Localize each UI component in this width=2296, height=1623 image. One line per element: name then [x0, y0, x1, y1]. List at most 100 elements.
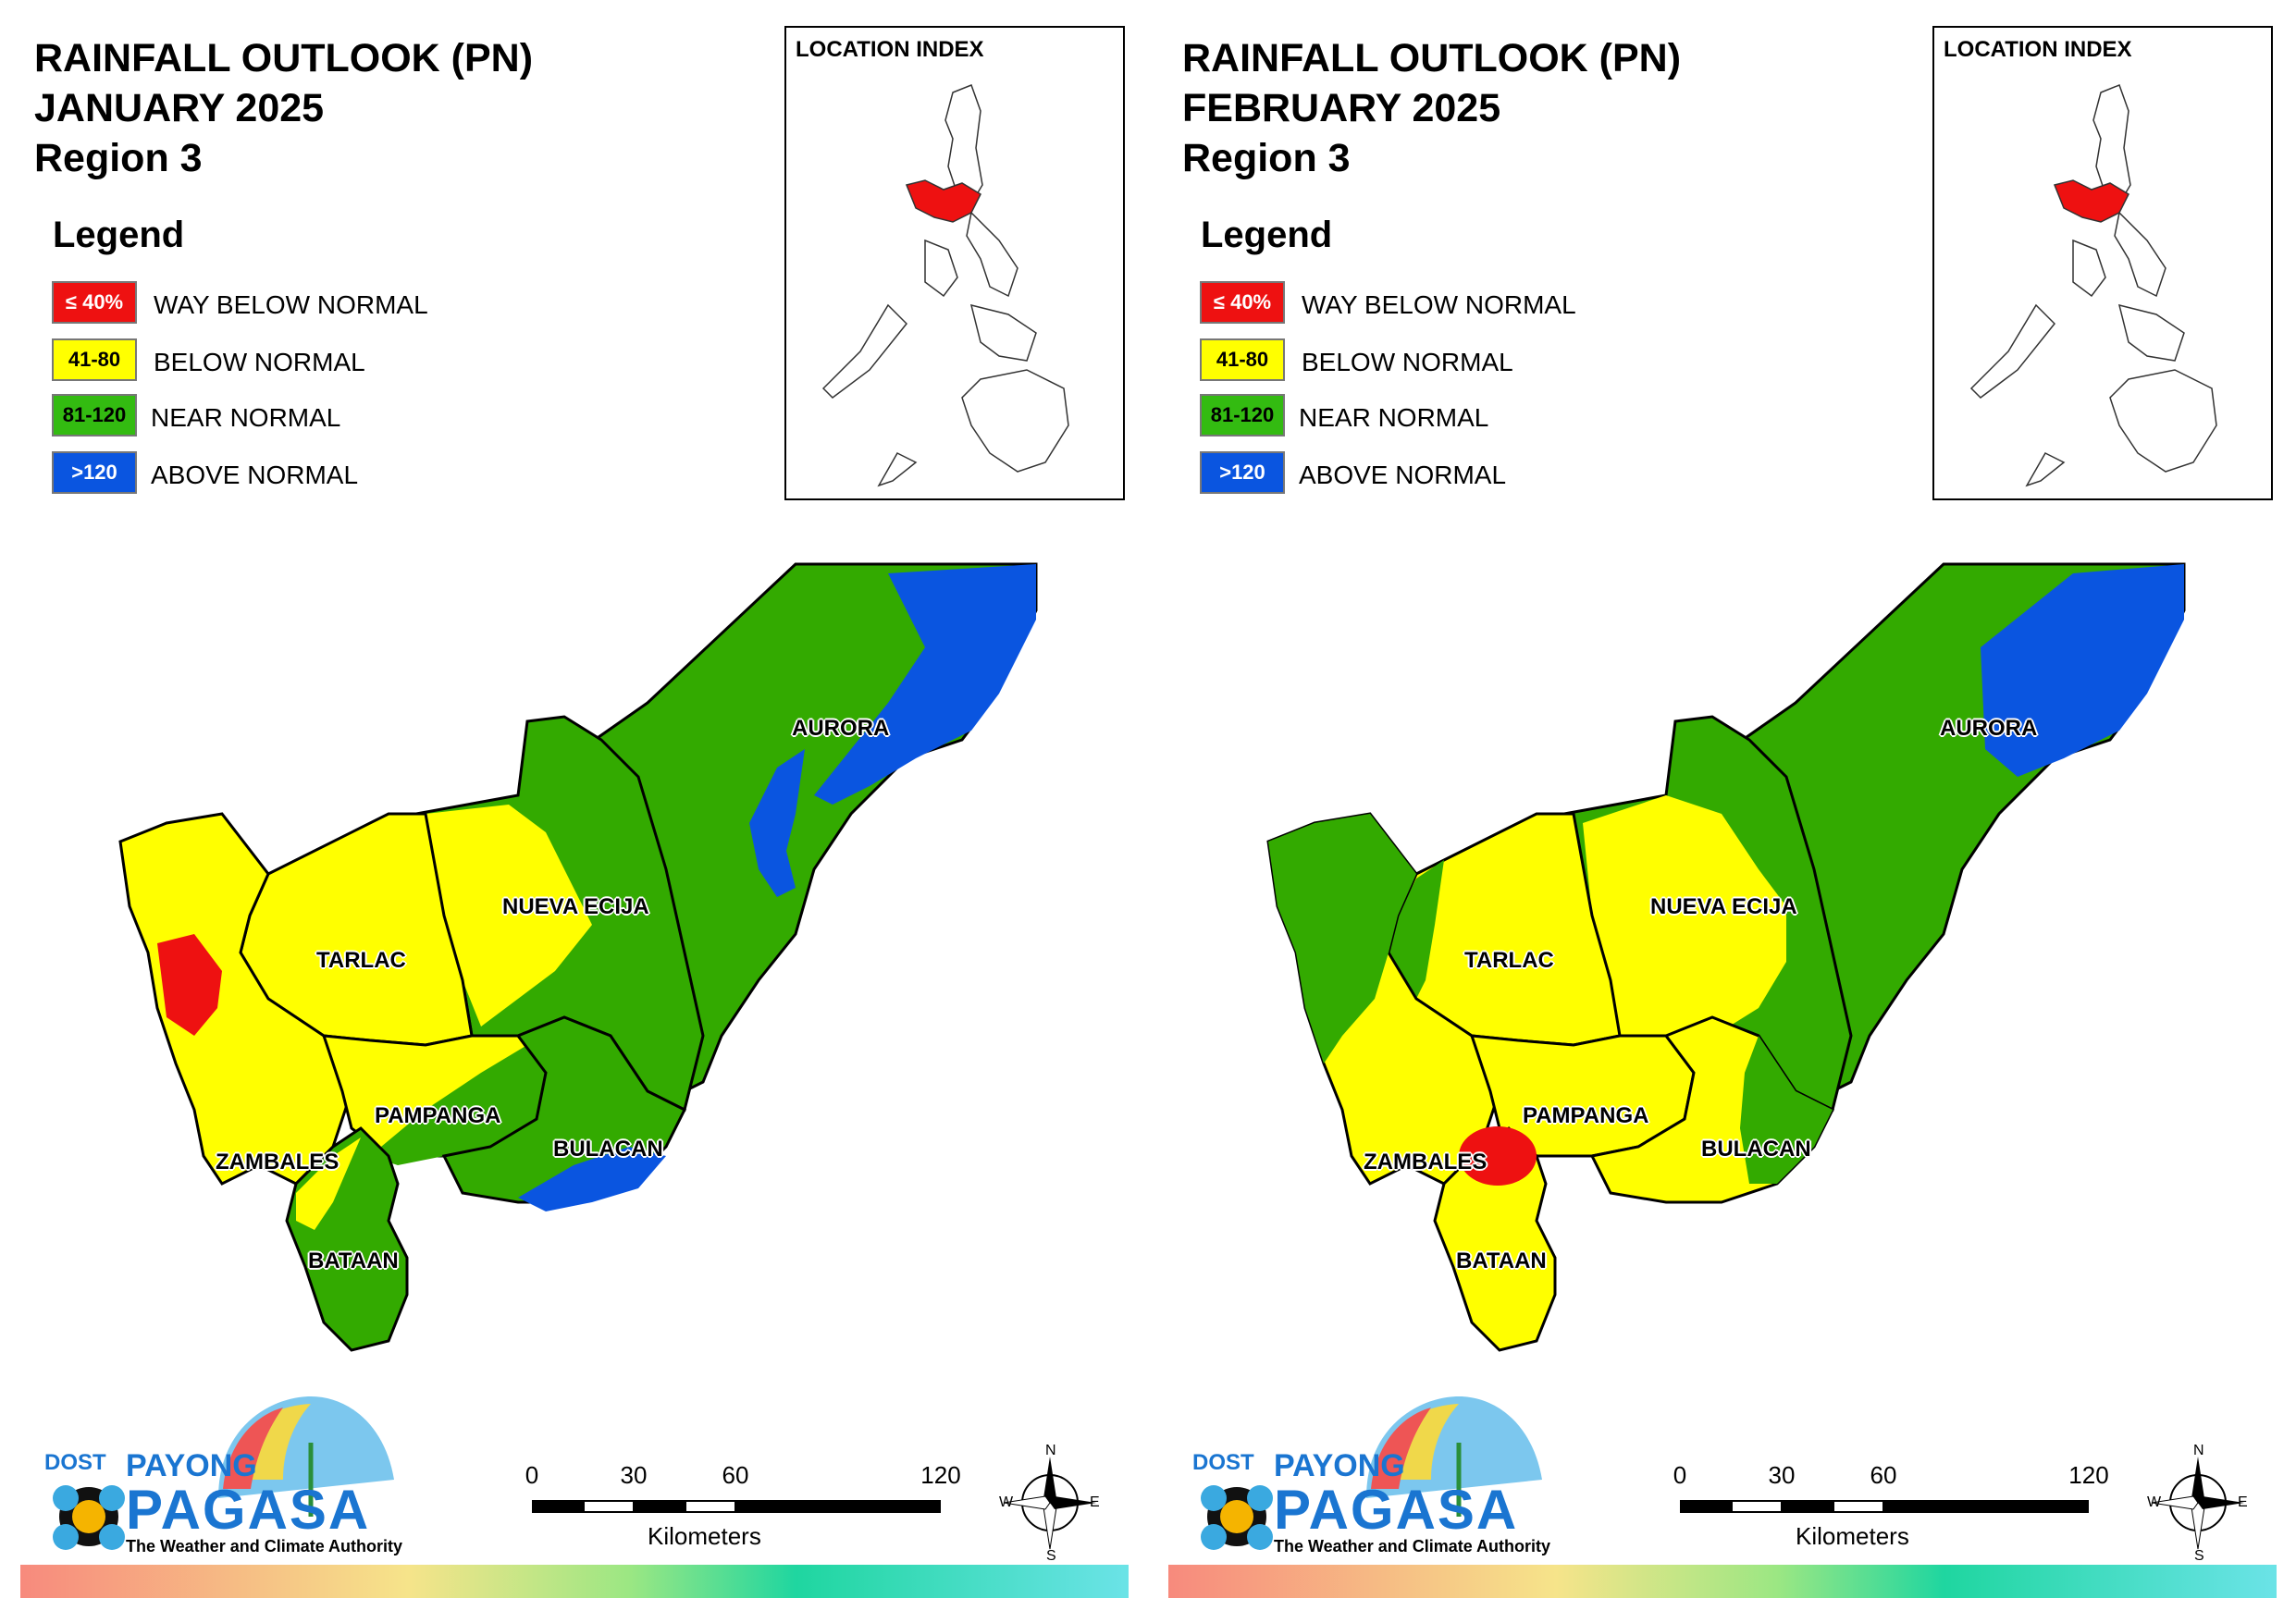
scale-tick: 60 [722, 1461, 749, 1489]
legend-swatch: ≤ 40% [52, 281, 137, 324]
zone-tarlac-near [1389, 860, 1444, 999]
scale-segment [735, 1500, 941, 1513]
map-title: RAINFALL OUTLOOK (PN) JANUARY 2025 Regio… [34, 33, 533, 183]
label-nueva-ecija: NUEVA ECIJA [502, 894, 649, 919]
label-bulacan: BULACAN [553, 1137, 663, 1162]
zone-nueva-ecija-below [1583, 795, 1786, 1040]
philippines-outline-map [821, 84, 1069, 487]
scale-tick: 60 [1870, 1461, 1897, 1489]
zone-zambales-way-below [157, 934, 222, 1036]
region-3-highlight [2053, 179, 2129, 223]
dost-text: DOST [1192, 1450, 1254, 1475]
zone-nueva-ecija-below [426, 805, 592, 1027]
location-index-map: LOCATION INDEX [1932, 26, 2273, 500]
compass-n: N [1045, 1443, 1056, 1458]
zone-aurora-above [1981, 564, 2184, 777]
scale-segment [634, 1500, 685, 1513]
zone-zambales-near [1268, 814, 1416, 1064]
scale-bar: 0 30 60 120 Kilometers [1666, 1461, 2110, 1554]
scale-segment [1782, 1500, 1833, 1513]
title-line-1: RAINFALL OUTLOOK (PN) [1182, 36, 1682, 80]
compass-e: E [1090, 1494, 1100, 1510]
legend-label: WAY BELOW NORMAL [1302, 290, 1576, 319]
scale-segment [583, 1500, 635, 1513]
legend-label: NEAR NORMAL [1299, 403, 1489, 432]
pagasa-text: PAGASA [126, 1479, 371, 1541]
north-arrow-icon: N S W E [2147, 1443, 2249, 1564]
title-line-1: RAINFALL OUTLOOK (PN) [34, 36, 534, 80]
scale-tick: 120 [920, 1461, 961, 1489]
legend-swatch: 81-120 [52, 394, 137, 436]
scale-tick: 30 [620, 1461, 648, 1489]
label-zambales: ZAMBALES [216, 1150, 339, 1174]
scale-tick: 0 [1673, 1461, 1687, 1489]
footer-gradient-bar [1168, 1565, 2277, 1598]
region-3-rainfall-map [1266, 562, 2186, 1352]
label-tarlac: TARLAC [1464, 948, 1554, 973]
scale-unit: Kilometers [1796, 1522, 1909, 1550]
label-zambales: ZAMBALES [1364, 1150, 1487, 1174]
title-line-2: FEBRUARY 2025 [1182, 86, 1501, 130]
zone-pampanga-near [370, 1045, 546, 1165]
title-line-2: JANUARY 2025 [34, 86, 325, 130]
zone-bulacan-near [1740, 1036, 1833, 1184]
map-title: RAINFALL OUTLOOK (PN) FEBRUARY 2025 Regi… [1182, 33, 1681, 183]
compass-w: W [999, 1494, 1014, 1510]
scale-tick: 120 [2068, 1461, 2109, 1489]
scale-segment [1731, 1500, 1783, 1513]
pagasa-logo: DOST PAYONG PAGASA The Weather and Clima… [33, 1387, 403, 1563]
legend-swatch: >120 [1200, 451, 1285, 494]
legend-swatch: 81-120 [1200, 394, 1285, 436]
zone-aurora-coast-above [749, 749, 805, 897]
label-nueva-ecija: NUEVA ECIJA [1650, 894, 1797, 919]
pagasa-logo: DOST PAYONG PAGASA The Weather and Clima… [1181, 1387, 1551, 1563]
location-index-map: LOCATION INDEX [784, 26, 1125, 500]
compass-s: S [1046, 1548, 1056, 1564]
tagline-text: The Weather and Climate Authority [126, 1537, 403, 1555]
label-bulacan: BULACAN [1701, 1137, 1811, 1162]
panel-february: RAINFALL OUTLOOK (PN) FEBRUARY 2025 Regi… [1148, 0, 2296, 1623]
tagline-text: The Weather and Climate Authority [1274, 1537, 1551, 1555]
legend-swatch: 41-80 [52, 338, 137, 381]
location-index-title: LOCATION INDEX [1944, 37, 2132, 62]
scale-tick: 0 [525, 1461, 539, 1489]
legend-label: NEAR NORMAL [151, 403, 341, 432]
compass-w: W [2147, 1494, 2162, 1510]
scale-unit: Kilometers [648, 1522, 761, 1550]
scale-bar: 0 30 60 120 Kilometers [518, 1461, 962, 1554]
zone-bataan-below [296, 1137, 361, 1230]
pagasa-text: PAGASA [1274, 1479, 1519, 1541]
compass-s: S [2194, 1548, 2204, 1564]
zone-bulacan-above [518, 1147, 666, 1211]
payong-text: PAYONG [126, 1448, 257, 1483]
label-aurora: AURORA [1940, 716, 2038, 741]
panel-january: RAINFALL OUTLOOK (PN) JANUARY 2025 Regio… [20, 26, 1129, 1598]
zone-bataan-way-below [1459, 1126, 1537, 1186]
legend-swatch: >120 [52, 451, 137, 494]
location-index-title: LOCATION INDEX [796, 37, 984, 62]
scale-segment [1883, 1500, 2089, 1513]
north-arrow-icon: N S W E [999, 1443, 1101, 1564]
title-line-3: Region 3 [34, 136, 203, 180]
legend-heading: Legend [53, 215, 185, 255]
label-pampanga: PAMPANGA [1523, 1103, 1649, 1128]
philippines-outline-map [1969, 84, 2217, 487]
legend-label: BELOW NORMAL [154, 348, 365, 376]
legend-swatch: 41-80 [1200, 338, 1285, 381]
payong-text: PAYONG [1274, 1448, 1405, 1483]
umbrella-icon [53, 1396, 394, 1550]
title-line-3: Region 3 [1182, 136, 1351, 180]
zone-aurora-above [814, 564, 1036, 805]
dost-text: DOST [44, 1450, 106, 1475]
compass-n: N [2193, 1443, 2204, 1458]
scale-segment [1680, 1500, 1732, 1513]
legend-label: ABOVE NORMAL [1299, 461, 1507, 489]
region-3-rainfall-map [118, 562, 1038, 1352]
legend-label: BELOW NORMAL [1302, 348, 1513, 376]
label-aurora: AURORA [792, 716, 890, 741]
scale-tick: 30 [1768, 1461, 1796, 1489]
label-bataan: BATAAN [308, 1248, 399, 1273]
footer-gradient-bar [20, 1565, 1129, 1598]
legend-label: WAY BELOW NORMAL [154, 290, 428, 319]
scale-segment [532, 1500, 584, 1513]
